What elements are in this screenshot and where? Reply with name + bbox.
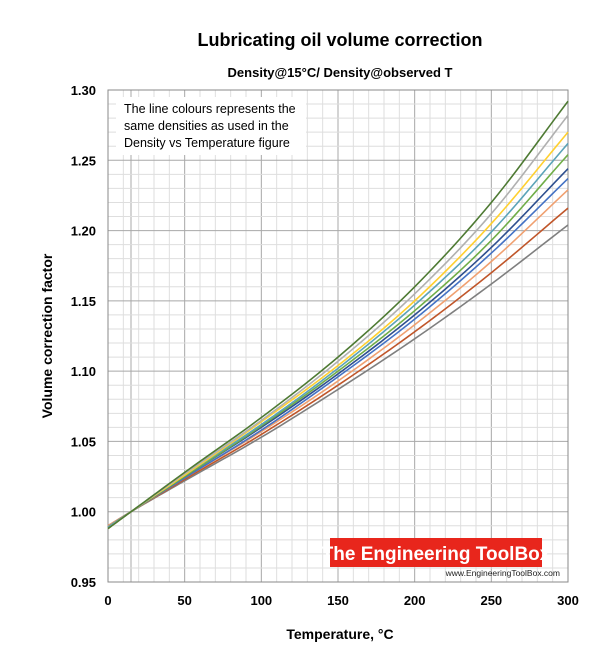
chart-subtitle: Density@15°C/ Density@observed T (228, 65, 453, 80)
annotation-line-2: same densities as used in the (124, 119, 289, 133)
annotation-line-3: Density vs Temperature figure (124, 136, 290, 150)
y-tick-label: 1.05 (71, 434, 96, 449)
grid (108, 90, 568, 582)
series-line-10 (107, 100, 569, 530)
x-tick-label: 300 (557, 593, 579, 608)
plot-area (107, 89, 569, 583)
x-tick-label: 200 (404, 593, 426, 608)
chart-title: Lubricating oil volume correction (197, 30, 482, 50)
y-axis-label: Volume correction factor (39, 253, 55, 418)
y-tick-label: 1.20 (71, 224, 96, 239)
watermark-url: www.EngineeringToolBox.com (445, 568, 560, 578)
x-tick-label: 50 (177, 593, 191, 608)
watermark: The Engineering ToolBox www.EngineeringT… (322, 538, 560, 578)
annotation-box: The line colours represents the same den… (116, 97, 306, 155)
y-tick-label: 1.10 (71, 364, 96, 379)
y-tick-label: 1.25 (71, 153, 96, 168)
watermark-name: The Engineering ToolBox (322, 544, 551, 565)
x-tick-label: 250 (480, 593, 502, 608)
y-tick-label: 1.30 (71, 83, 96, 98)
x-tick-label: 100 (250, 593, 272, 608)
watermark-logo (330, 538, 542, 567)
tick-labels: 0 50 100 150 200 250 300 0.95 1.00 1.05 1.10 1.15 1.… (71, 83, 579, 608)
y-tick-label: 1.00 (71, 505, 96, 520)
annotation-line-1: The line colours represents the (124, 102, 296, 116)
y-tick-label: 1.15 (71, 294, 96, 309)
series-group (107, 100, 569, 530)
x-tick-label: 150 (327, 593, 349, 608)
x-tick-label: 0 (104, 593, 111, 608)
x-axis-label: Temperature, °C (286, 626, 393, 642)
y-tick-label: 0.95 (71, 575, 96, 590)
